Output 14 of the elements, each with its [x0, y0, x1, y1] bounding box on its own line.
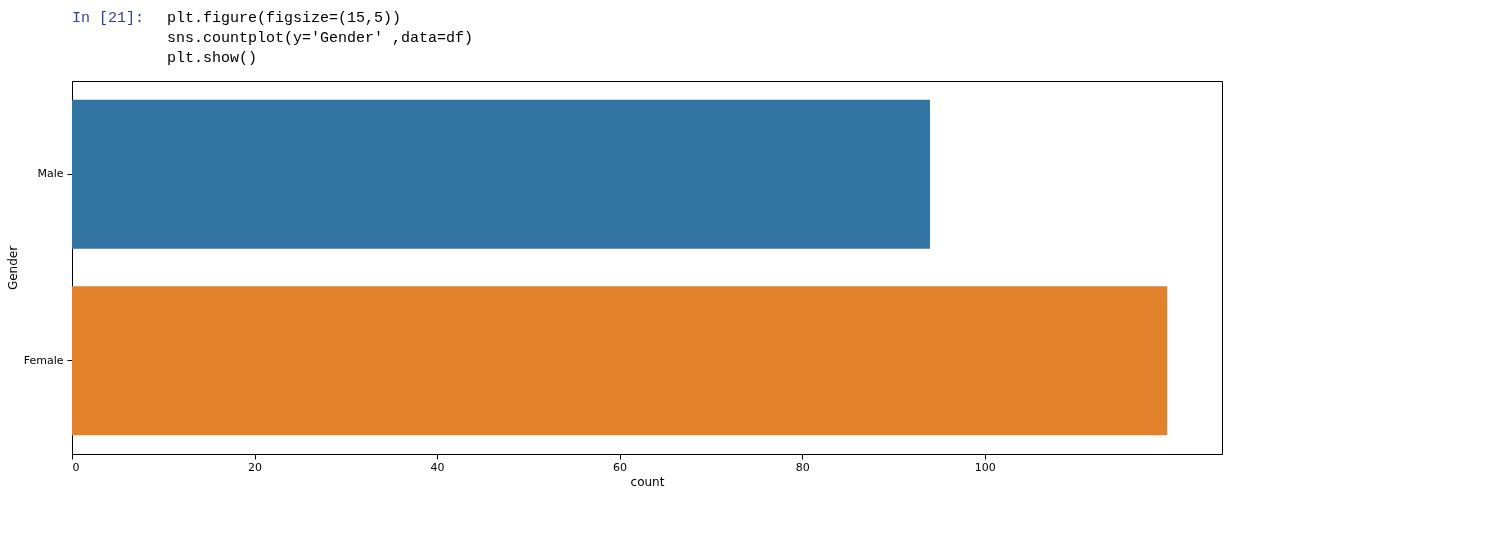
x-tick-label: 100 — [974, 460, 996, 474]
text: In [21]: — [72, 10, 145, 27]
text: sns.countplot(y='Gender' ,data=df) — [167, 30, 474, 47]
text: plt.figure(figsize=(15,5)) — [167, 10, 402, 27]
x-tick-label: 0 — [72, 460, 80, 474]
x-tick-label: 40 — [430, 460, 445, 474]
y-axis-title: Gender — [5, 245, 20, 291]
x-tick-label: 80 — [795, 460, 810, 474]
text: plt.show() — [167, 50, 258, 67]
x-tick-label: 20 — [248, 460, 263, 474]
x-tick-label: 60 — [613, 460, 628, 474]
x-axis-title: count — [630, 474, 665, 489]
y-tick-label: Male — [37, 167, 64, 181]
y-tick-label: Female — [23, 353, 64, 367]
